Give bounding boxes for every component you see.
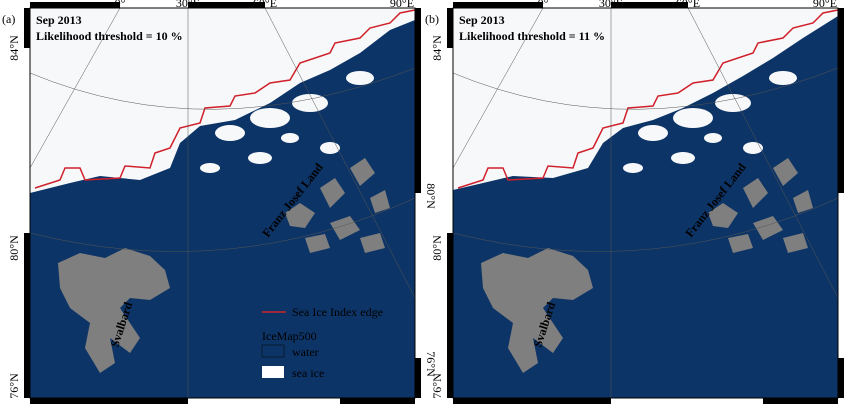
ice-floe (320, 142, 340, 154)
map-panel: Sep 2013 Likelihood threshold = 10 % 0° 30°… (7, 0, 438, 410)
meridian (29, 7, 121, 169)
ice-floe (671, 152, 695, 164)
top-tick-label: 60°E (253, 0, 277, 10)
top-tick-label: 0° (115, 0, 126, 10)
bottom-tick-label: 30°E (176, 407, 200, 410)
frame-segment (447, 233, 453, 398)
top-tick-label: 90°E (390, 0, 414, 10)
ice-floe (215, 125, 245, 141)
svalbard (58, 248, 170, 373)
island (753, 216, 783, 240)
sea-ice (30, 8, 415, 193)
left-tick-label: 80°N (7, 235, 21, 261)
frame-segment (24, 8, 30, 48)
top-tick-label: 60°E (676, 0, 700, 10)
top-tick-label: 30°E (599, 0, 623, 10)
parallel (452, 197, 839, 252)
frame-segment (30, 398, 188, 404)
ice-floe (281, 133, 299, 143)
right-tick-label: 80°N (847, 183, 850, 209)
ice-floe (638, 125, 668, 141)
legend-title: IceMap500 (262, 329, 317, 343)
island (320, 178, 345, 208)
island (360, 233, 385, 253)
ice-floe (250, 108, 290, 128)
right-tick-label: 80°N (424, 183, 438, 209)
svalbard (481, 248, 593, 373)
ice-floe (769, 71, 797, 85)
frame-segment (447, 8, 453, 48)
ice-floe (715, 94, 751, 112)
legend-text: sea ice (292, 366, 324, 380)
frame-segment (415, 8, 421, 193)
panel-label: (b) (425, 12, 439, 26)
island (708, 203, 738, 228)
map-panel: Sep 2013 Likelihood threshold = 11 % 0° 30°… (430, 0, 850, 410)
frame-segment (611, 2, 688, 8)
panel-label: (a) (2, 12, 15, 26)
sea-ice (453, 8, 838, 190)
legend-ice-swatch (262, 366, 284, 378)
meridian (687, 7, 839, 299)
island (728, 234, 753, 253)
left-tick-label: 84°N (430, 35, 444, 61)
right-tick-label: 76°N (424, 351, 438, 377)
left-tick-label: 76°N (430, 373, 444, 399)
threshold: Likelihood threshold = 10 % (36, 29, 183, 43)
ice-floe (704, 133, 722, 143)
meridian (452, 7, 544, 169)
island (783, 233, 808, 253)
parallel (452, 67, 839, 110)
ice-floe (673, 108, 713, 128)
parallel (29, 67, 416, 110)
island (330, 216, 360, 240)
island (350, 158, 375, 186)
left-tick-label: 84°N (7, 35, 21, 61)
legend-text: Sea Ice Index edge (292, 305, 383, 319)
frame-segment (838, 358, 844, 398)
top-tick-label: 90°E (813, 0, 837, 10)
island (305, 234, 330, 253)
island (285, 203, 315, 228)
ice-floe (248, 152, 272, 164)
island (370, 190, 390, 213)
ice-floe (623, 163, 643, 173)
parallel (29, 197, 416, 252)
ice-floe (200, 163, 220, 173)
frame-segment (340, 398, 415, 404)
legend-water-swatch (261, 344, 285, 358)
frame-segment (453, 2, 543, 8)
left-tick-label: 76°N (7, 373, 21, 399)
frame-segment (453, 398, 611, 404)
ice-index-edge (34, 9, 416, 189)
legend-text: water (292, 345, 319, 359)
frame-segment (838, 8, 844, 193)
frame-segment (24, 233, 30, 398)
frame-segment (30, 2, 120, 8)
date: Sep 2013 (459, 13, 505, 27)
bottom-tick-label: 30°E (599, 407, 623, 410)
ice-floe (743, 142, 763, 154)
meridian (264, 7, 416, 299)
ice-floe (346, 71, 374, 85)
right-tick-label: 76°N (847, 351, 850, 377)
ice-floe (292, 94, 328, 112)
ice-index-edge (457, 9, 839, 189)
frame-segment (415, 358, 421, 398)
top-tick-label: 30°E (176, 0, 200, 10)
frame-segment (763, 398, 838, 404)
frame-segment (188, 2, 265, 8)
island (793, 190, 813, 213)
left-tick-label: 80°N (430, 235, 444, 261)
date: Sep 2013 (36, 13, 82, 27)
threshold: Likelihood threshold = 11 % (459, 29, 605, 43)
island (773, 158, 798, 186)
island (743, 178, 768, 208)
top-tick-label: 0° (538, 0, 549, 10)
